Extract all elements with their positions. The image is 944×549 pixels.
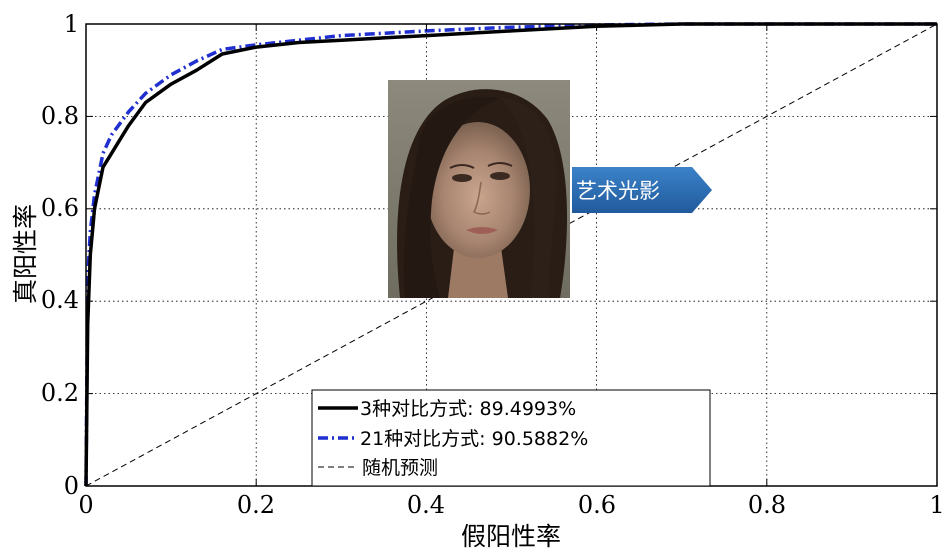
y-tick-label: 1 bbox=[64, 10, 79, 38]
legend: 3种对比方式: 89.4993% 21种对比方式: 90.5882% 随机预测 bbox=[311, 389, 711, 487]
x-tick-label: 0.8 bbox=[748, 491, 786, 519]
tag-text: 艺术光影 bbox=[576, 179, 660, 203]
portrait-photo bbox=[388, 80, 570, 298]
x-axis-label: 假阳性率 bbox=[461, 522, 561, 549]
x-tick-labels: 0 0.2 0.4 0.6 0.8 1 bbox=[78, 491, 944, 519]
x-tick-label: 0.6 bbox=[578, 491, 616, 519]
y-tick-labels: 0 0.2 0.4 0.6 0.8 1 bbox=[41, 10, 79, 500]
legend-label-21: 21种对比方式: 90.5882% bbox=[360, 428, 588, 450]
y-tick-label: 0.8 bbox=[41, 102, 79, 130]
legend-box bbox=[311, 389, 711, 487]
art-tag: 艺术光影 bbox=[572, 167, 712, 213]
series-line-21 bbox=[84, 22, 937, 487]
legend-label-3: 3种对比方式: 89.4993% bbox=[360, 398, 576, 420]
x-tick-label: 0 bbox=[78, 491, 93, 519]
y-tick-label: 0 bbox=[64, 472, 79, 500]
tag-arrow-shape bbox=[572, 167, 712, 213]
y-tick-label: 0.2 bbox=[41, 379, 79, 407]
y-axis-label: 真阳性率 bbox=[11, 204, 40, 304]
series-line-3 bbox=[84, 22, 937, 487]
y-tick-label: 0.4 bbox=[41, 286, 79, 314]
x-tick-label: 0.4 bbox=[407, 491, 445, 519]
y-tick-label: 0.6 bbox=[41, 194, 79, 222]
x-tick-label: 1 bbox=[929, 491, 944, 519]
x-tick-label: 0.2 bbox=[237, 491, 275, 519]
legend-label-random: 随机预测 bbox=[362, 457, 438, 479]
